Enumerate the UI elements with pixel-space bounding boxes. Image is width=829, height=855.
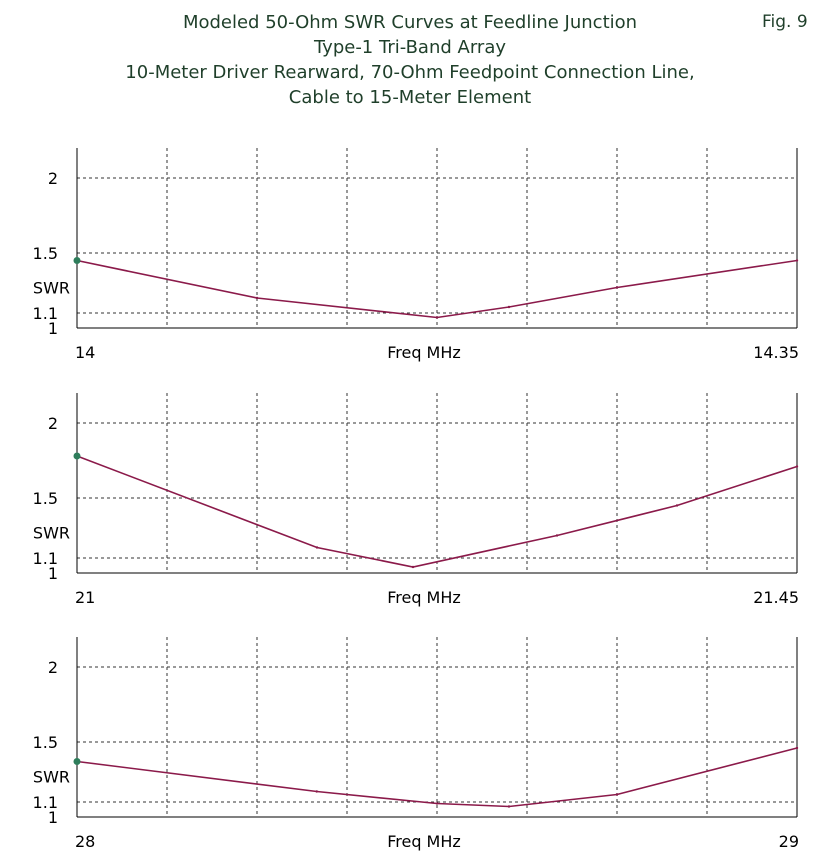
y-tick-label-10m: 2 bbox=[48, 658, 58, 677]
data-point-20m bbox=[435, 316, 439, 319]
swr-curve-20m bbox=[76, 259, 798, 319]
y-axis-label-20m: SWR bbox=[33, 279, 70, 298]
data-point-20m bbox=[507, 305, 511, 309]
y-tick-label-15m: 2 bbox=[48, 414, 58, 433]
y-tick-label-15m: 1.5 bbox=[33, 489, 58, 508]
x-tick-label-20m: 14.35 bbox=[753, 343, 799, 362]
y-tick-label-15m: 1.1 bbox=[33, 549, 58, 568]
y-tick-label-20m: 1 bbox=[48, 319, 58, 338]
y-axis-label-10m: SWR bbox=[33, 768, 70, 787]
data-point-15m bbox=[795, 465, 799, 468]
y-tick-label-20m: 1.5 bbox=[33, 244, 58, 263]
x-tick-label-15m: 21.45 bbox=[753, 588, 799, 607]
data-point-10m bbox=[795, 746, 799, 750]
data-point-10m bbox=[615, 793, 619, 796]
chart-title-line-1: Modeled 50-Ohm SWR Curves at Feedline Ju… bbox=[182, 12, 638, 33]
data-point-15m bbox=[675, 504, 679, 507]
start-marker-20m bbox=[73, 257, 81, 264]
chart-title: Modeled 50-Ohm SWR Curves at Feedline Ju… bbox=[60, 10, 760, 110]
y-tick-label-20m: 1.1 bbox=[33, 304, 58, 323]
swr-curve-10m bbox=[76, 747, 798, 808]
data-point-15m bbox=[315, 546, 319, 549]
chart-title-line-2: Type-1 Tri-Band Array bbox=[313, 37, 507, 58]
chart-title-line-3: 10-Meter Driver Rearward, 70-Ohm Feedpoi… bbox=[125, 62, 695, 83]
data-point-10m bbox=[507, 805, 511, 808]
x-tick-label-10m: 29 bbox=[779, 832, 799, 851]
data-point-20m bbox=[615, 286, 619, 289]
y-tick-label-10m: 1 bbox=[48, 808, 58, 827]
x-tick-label-10m: 28 bbox=[75, 832, 95, 851]
figure-number: Fig. 9 bbox=[762, 12, 808, 32]
x-axis-label-15m: Freq MHz bbox=[387, 588, 461, 607]
start-marker-15m bbox=[73, 452, 81, 460]
y-tick-label-10m: 1.5 bbox=[33, 733, 58, 752]
y-tick-label-10m: 1.1 bbox=[33, 793, 58, 812]
data-point-20m bbox=[255, 296, 259, 300]
x-axis-label-10m: Freq MHz bbox=[387, 832, 461, 851]
data-point-10m bbox=[435, 802, 439, 805]
data-point-15m bbox=[555, 534, 559, 537]
data-point-10m bbox=[315, 790, 318, 793]
x-tick-label-15m: 21 bbox=[75, 588, 95, 607]
chart-title-line-4: Cable to 15-Meter Element bbox=[288, 87, 532, 108]
x-tick-label-20m: 14 bbox=[75, 343, 95, 362]
start-marker-10m bbox=[73, 758, 81, 765]
data-point-20m bbox=[795, 259, 799, 262]
y-axis-label-15m: SWR bbox=[33, 524, 70, 543]
data-point-15m bbox=[411, 565, 415, 569]
y-tick-label-15m: 1 bbox=[48, 564, 58, 583]
x-axis-label-20m: Freq MHz bbox=[387, 343, 461, 362]
y-tick-label-20m: 2 bbox=[48, 169, 58, 188]
swr-curve-15m bbox=[76, 455, 798, 568]
